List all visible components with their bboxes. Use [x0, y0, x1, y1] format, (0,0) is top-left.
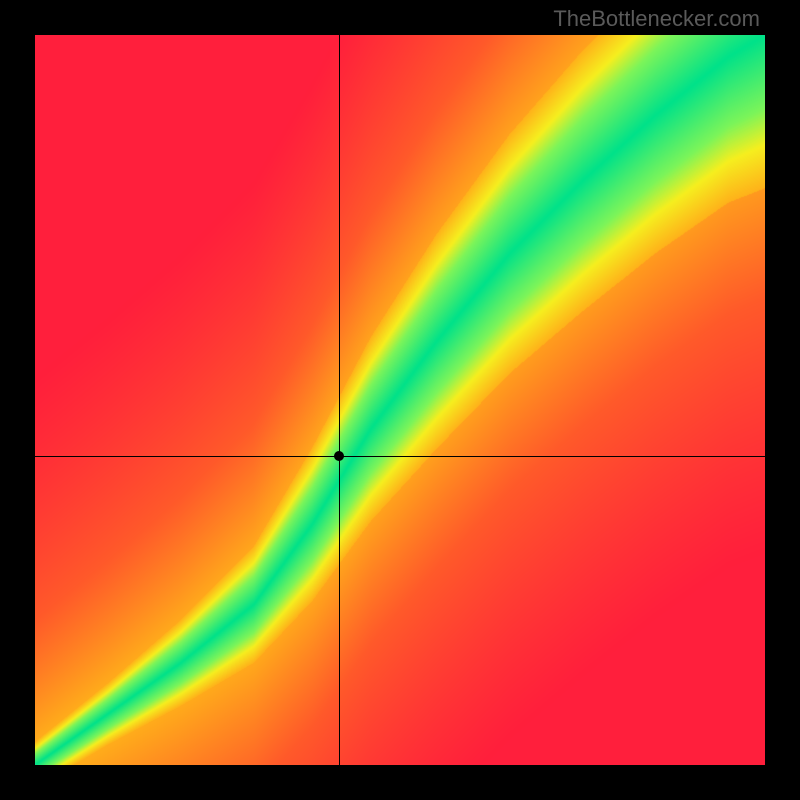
bottleneck-heatmap [35, 35, 765, 765]
crosshair-vertical [339, 35, 340, 765]
marker-dot [334, 451, 344, 461]
crosshair-horizontal [35, 456, 765, 457]
heatmap-canvas [35, 35, 765, 765]
watermark-text: TheBottlenecker.com [553, 6, 760, 32]
